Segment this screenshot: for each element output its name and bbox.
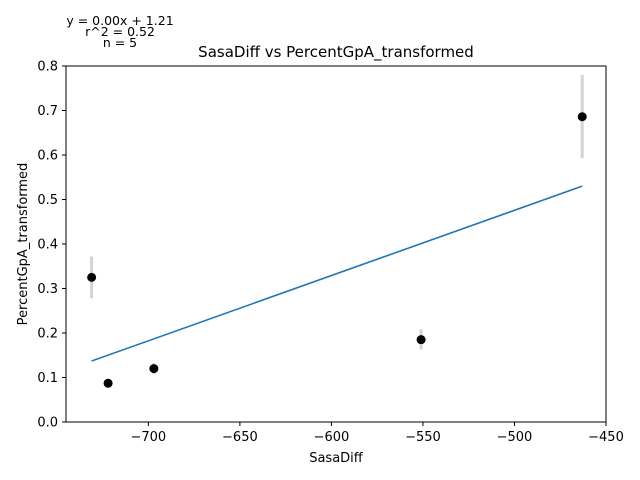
x-tick-label: −650 (222, 430, 258, 445)
fit-equation: y = 0.00x + 1.21 (66, 13, 173, 28)
y-tick-label: 0.5 (37, 193, 58, 208)
x-axis: −700 −650 −600 −550 −500 −450 (131, 422, 624, 445)
plot-area (87, 74, 587, 388)
fit-line (91, 185, 583, 362)
n-count-label: n = 5 (103, 35, 137, 50)
y-axis: 0.0 0.1 0.2 0.3 0.4 0.5 0.6 0.7 0.8 (37, 60, 66, 431)
y-tick-label: 0.8 (37, 60, 58, 75)
x-tick-label: −700 (131, 430, 167, 445)
data-point (416, 335, 426, 345)
y-tick-label: 0.6 (37, 149, 58, 164)
x-tick-label: −500 (497, 430, 533, 445)
chart-title: SasaDiff vs PercentGpA_transformed (198, 43, 474, 62)
x-tick-label: −600 (314, 430, 350, 445)
data-point (103, 378, 113, 388)
y-tick-label: 0.0 (37, 416, 58, 431)
r-squared-label: r^2 = 0.52 (85, 24, 155, 39)
y-tick-label: 0.2 (37, 327, 58, 342)
y-tick-label: 0.3 (37, 282, 58, 297)
x-axis-label: SasaDiff (309, 451, 364, 466)
y-tick-label: 0.7 (37, 104, 58, 119)
data-point (87, 272, 97, 282)
y-axis-label: PercentGpA_transformed (16, 163, 31, 326)
data-point (149, 364, 159, 374)
y-tick-label: 0.4 (37, 238, 58, 253)
annotation-block: y = 0.00x + 1.21 r^2 = 0.52 n = 5 (66, 13, 173, 50)
y-tick-label: 0.1 (37, 371, 58, 386)
x-tick-label: −550 (405, 430, 441, 445)
data-point (577, 112, 587, 122)
x-tick-label: −450 (588, 430, 624, 445)
plot-frame (65, 65, 607, 423)
